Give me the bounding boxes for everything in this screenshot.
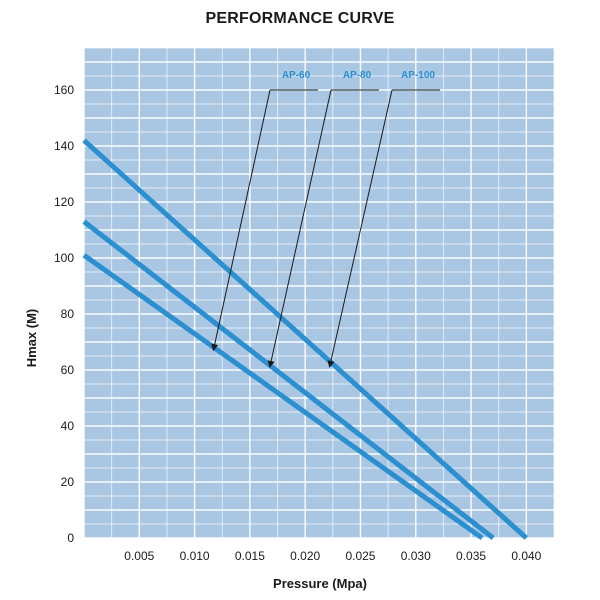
series-pointers (211, 89, 440, 368)
leader-arrow-ap-60 (211, 89, 271, 352)
x-tick-label: 0.035 (456, 549, 486, 563)
series-line-ap-60 (82, 253, 484, 541)
x-tick-label: 0.005 (124, 549, 154, 563)
x-tick-label: 0.040 (511, 549, 541, 563)
series-label-ap-100: AP-100 (401, 70, 435, 81)
y-tick-label: 120 (54, 195, 74, 209)
leader-arrow-ap-80 (267, 89, 332, 368)
y-tick-label: 40 (61, 419, 75, 433)
series-labels: AP-60 AP-80 AP-100 (282, 70, 436, 81)
x-axis-label: Pressure (Mpa) (273, 576, 367, 591)
plot-area (84, 48, 554, 538)
y-tick-label: 0 (67, 531, 74, 545)
leader-arrow-ap-100 (327, 89, 393, 368)
x-tick-label: 0.030 (401, 549, 431, 563)
grid (83, 47, 555, 539)
y-tick-label: 20 (61, 475, 75, 489)
y-axis-label: Hmax (M) (24, 309, 39, 368)
y-tick-label: 160 (54, 83, 74, 97)
x-tick-label: 0.015 (235, 549, 265, 563)
y-tick-labels: 0 20 40 60 80 100 120 140 160 (54, 83, 74, 545)
x-tick-labels: 0.005 0.010 0.015 0.020 0.025 0.030 0.035 0.040 (124, 549, 541, 563)
y-tick-label: 60 (61, 363, 75, 377)
y-tick-label: 100 (54, 251, 74, 265)
y-tick-label: 80 (61, 307, 75, 321)
series-lines (82, 138, 529, 541)
x-tick-label: 0.010 (180, 549, 210, 563)
series-line-ap-80 (82, 219, 495, 540)
y-tick-label: 140 (54, 139, 74, 153)
chart-title: PERFORMANCE CURVE (205, 10, 395, 27)
series-label-ap-80: AP-80 (343, 70, 372, 81)
series-label-ap-60: AP-60 (282, 70, 311, 81)
series-line-ap-100 (82, 138, 529, 540)
x-tick-label: 0.020 (290, 549, 320, 563)
x-tick-label: 0.025 (345, 549, 375, 563)
